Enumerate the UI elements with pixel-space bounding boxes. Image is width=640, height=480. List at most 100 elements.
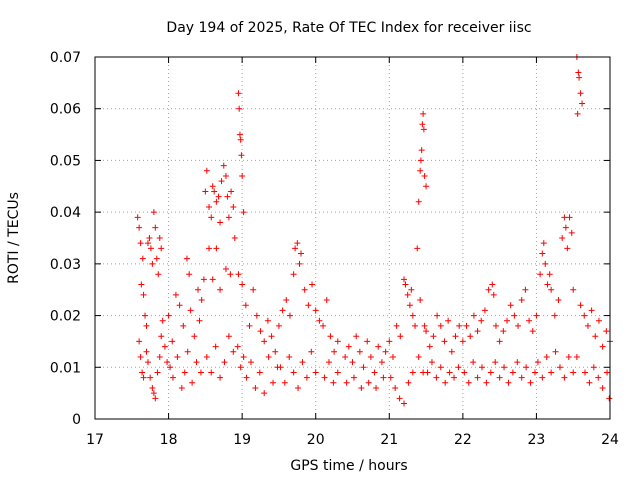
- data-point: [144, 359, 151, 366]
- data-point: [312, 307, 319, 314]
- data-point: [539, 374, 546, 381]
- data-point: [485, 286, 492, 293]
- data-point: [539, 250, 546, 257]
- data-point: [191, 333, 198, 340]
- data-point: [552, 348, 559, 355]
- data-point: [577, 90, 584, 97]
- data-point: [281, 379, 288, 386]
- data-point: [195, 286, 201, 293]
- grid-lines: [95, 57, 610, 419]
- data-point: [406, 302, 413, 309]
- y-axis-label: ROTI / TECUs: [6, 192, 22, 284]
- data-point: [529, 328, 536, 335]
- data-point: [474, 328, 481, 335]
- data-point: [490, 291, 497, 298]
- data-point: [561, 214, 568, 221]
- data-point: [492, 359, 499, 366]
- data-point: [358, 384, 365, 391]
- data-point: [526, 317, 533, 324]
- data-point: [568, 229, 575, 236]
- y-tick-label: 0.03: [50, 257, 81, 273]
- y-tick-label: 0: [72, 412, 81, 428]
- data-point: [603, 328, 610, 335]
- x-tick-labels: 17 18 19 20 21 22 23 24: [86, 432, 619, 448]
- data-point: [220, 162, 227, 169]
- data-point: [303, 374, 310, 381]
- x-tick-label: 17: [86, 432, 104, 448]
- data-point: [202, 188, 209, 195]
- x-tick-label: 19: [233, 432, 251, 448]
- data-point: [581, 369, 588, 376]
- y-tick-label: 0.02: [50, 309, 81, 325]
- data-point: [252, 384, 259, 391]
- data-point: [350, 374, 357, 381]
- data-point: [301, 286, 308, 293]
- data-point: [334, 369, 341, 376]
- data-point: [566, 214, 573, 221]
- data-point: [213, 245, 220, 252]
- y-tick-label: 0.06: [50, 102, 81, 118]
- data-point: [292, 245, 299, 252]
- data-point: [134, 214, 141, 221]
- data-point: [599, 343, 606, 350]
- data-point: [592, 333, 599, 340]
- data-point: [556, 364, 563, 371]
- data-point: [451, 374, 458, 381]
- data-point: [186, 271, 193, 278]
- data-point: [309, 281, 316, 288]
- data-point: [139, 255, 146, 262]
- data-point: [217, 286, 224, 293]
- data-point: [353, 333, 360, 340]
- data-point: [465, 379, 472, 386]
- y-tick-label: 0.05: [50, 153, 81, 169]
- data-point: [224, 193, 231, 200]
- data-point: [181, 369, 188, 376]
- data-point: [405, 379, 412, 386]
- data-point: [415, 353, 422, 360]
- data-point: [225, 214, 232, 221]
- data-point: [565, 353, 572, 360]
- data-point: [446, 369, 453, 376]
- data-point: [143, 322, 150, 329]
- data-point: [159, 317, 166, 324]
- data-point: [548, 369, 555, 376]
- data-point: [140, 291, 147, 298]
- data-point: [213, 198, 220, 205]
- data-point: [500, 328, 507, 335]
- data-point: [256, 369, 263, 376]
- data-point: [296, 260, 303, 267]
- data-point: [247, 359, 254, 366]
- data-point: [178, 384, 185, 391]
- data-point: [203, 167, 210, 174]
- data-point: [349, 359, 356, 366]
- data-point: [277, 364, 284, 371]
- data-point: [211, 188, 218, 195]
- data-point: [272, 348, 279, 355]
- data-point: [570, 369, 577, 376]
- data-point: [237, 364, 244, 371]
- data-point: [279, 307, 286, 314]
- data-point: [158, 333, 165, 340]
- data-point: [316, 317, 323, 324]
- data-point: [581, 312, 588, 319]
- data-point: [496, 374, 503, 381]
- data-point: [448, 348, 455, 355]
- data-point: [542, 260, 549, 267]
- data-point: [305, 302, 312, 309]
- data-point: [150, 390, 157, 397]
- data-point: [312, 369, 319, 376]
- data-point: [342, 353, 349, 360]
- data-point: [522, 286, 529, 293]
- data-point: [149, 260, 156, 267]
- data-point: [174, 353, 181, 360]
- data-point: [534, 359, 541, 366]
- data-point: [421, 322, 428, 329]
- data-point: [155, 271, 162, 278]
- data-point: [470, 312, 477, 319]
- data-point: [176, 302, 183, 309]
- data-point: [576, 74, 583, 81]
- data-point: [509, 369, 516, 376]
- data-point: [375, 343, 382, 350]
- data-point: [246, 322, 253, 329]
